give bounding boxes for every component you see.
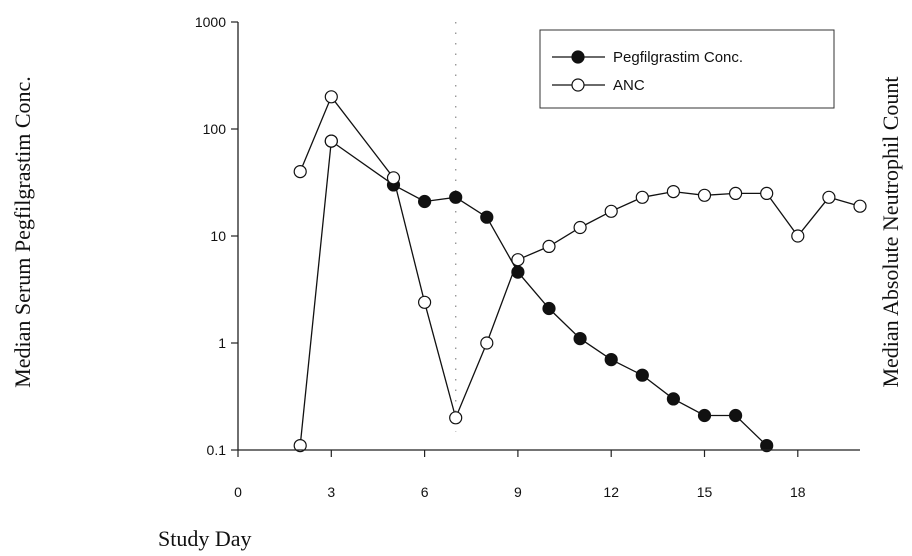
- anc-point: [604, 204, 618, 218]
- pegfilgrastim-point: [480, 210, 494, 224]
- legend-marker-anc: [571, 78, 585, 92]
- anc-point: [573, 220, 587, 235]
- anc-point: [760, 186, 774, 200]
- legend-entry-anc: ANC: [552, 77, 645, 94]
- x-tick-label: 12: [603, 484, 619, 500]
- pegfilgrastim-point: [449, 190, 463, 204]
- anc-point: [511, 253, 525, 267]
- y-tick-label: 0.1: [207, 442, 227, 458]
- anc-connector-line: [299, 141, 332, 446]
- anc-connector-point: [293, 439, 307, 453]
- anc-point: [822, 190, 836, 204]
- legend-label-pegfilgrastim: Pegfilgrastim Conc.: [613, 49, 743, 66]
- legend-box: [539, 29, 835, 109]
- x-tick-label: 3: [327, 484, 335, 500]
- x-axis: 0 3 6 9 12 15 18: [234, 449, 860, 500]
- x-tick-label: 6: [421, 484, 429, 500]
- x-tick-label: 0: [234, 484, 242, 500]
- x-tick-label: 18: [790, 484, 806, 500]
- anc-point: [542, 239, 556, 253]
- legend-label-anc: ANC: [613, 77, 645, 94]
- y2-axis-title: Median Absolute Neutrophil Count: [878, 76, 903, 387]
- anc-point: [480, 336, 494, 350]
- y-tick-label: 1: [218, 335, 226, 351]
- legend-marker-pegfilgrastim: [571, 50, 585, 64]
- anc-connector-point: [324, 134, 338, 148]
- y-tick-label: 100: [203, 121, 227, 137]
- legend-entry-pegfilgrastim: Pegfilgrastim Conc.: [552, 49, 743, 66]
- y-tick-label: 10: [210, 228, 226, 244]
- pegfilgrastim-point: [760, 439, 774, 453]
- pegfilgrastim-point: [635, 368, 649, 382]
- x-axis-title: Study Day: [158, 526, 252, 551]
- y-axis: 0.1 1 10 100 1000: [195, 14, 239, 458]
- anc-point: [293, 165, 307, 179]
- pegfilgrastim-point: [604, 353, 618, 367]
- anc-point: [418, 295, 432, 309]
- anc-point: [791, 229, 805, 243]
- anc-point: [449, 411, 463, 425]
- pegfilgrastim-point: [573, 332, 587, 346]
- anc-point: [386, 171, 401, 185]
- pegfilgrastim-point: [728, 408, 743, 423]
- y-tick-label: 1000: [195, 14, 226, 30]
- anc-line: [299, 95, 861, 420]
- anc-point: [853, 199, 867, 213]
- x-tick-label: 9: [514, 484, 522, 500]
- y-axis-title: Median Serum Pegfilgrastim Conc.: [10, 76, 35, 388]
- legend: Pegfilgrastim Conc. ANC: [539, 29, 835, 109]
- anc-point: [635, 190, 649, 204]
- x-tick-label: 15: [697, 484, 713, 500]
- pegfilgrastim-point: [542, 301, 556, 316]
- anc-point: [666, 185, 681, 199]
- anc-point: [728, 186, 743, 200]
- pegfilgrastim-point: [511, 265, 525, 279]
- anc-point: [324, 90, 338, 104]
- pegfilgrastim-point: [697, 408, 712, 423]
- pegfilgrastim-point: [666, 392, 681, 406]
- plot-area: [293, 22, 867, 453]
- pegfilgrastim-point: [418, 194, 432, 209]
- anc-point: [697, 188, 712, 202]
